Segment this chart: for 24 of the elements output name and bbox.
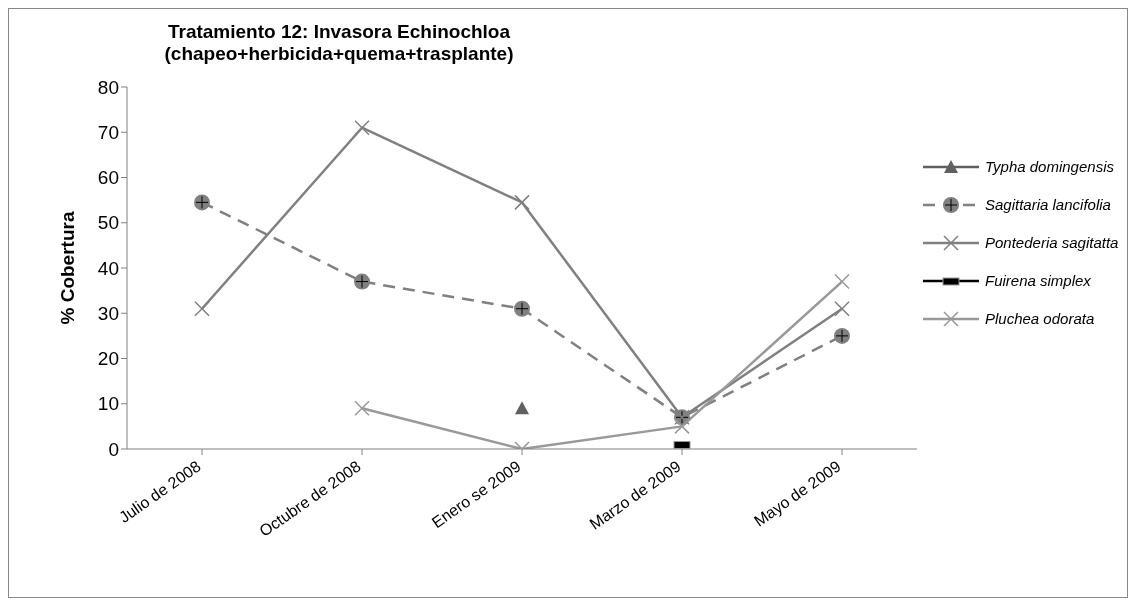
y-tick-label: 50 — [97, 212, 119, 234]
point — [834, 300, 850, 317]
point — [354, 119, 370, 136]
y-tick-label: 0 — [108, 438, 119, 460]
legend-label: Typha domingensis — [985, 158, 1114, 175]
y-tick-label: 10 — [97, 393, 119, 415]
legend-label: Sagittaria lancifolia — [985, 196, 1111, 213]
y-tick-label: 30 — [97, 302, 119, 324]
point — [514, 194, 530, 211]
y-tick-label: 70 — [97, 121, 119, 143]
legend-label: Fuirena simplex — [985, 272, 1091, 289]
y-axis-title: % Cobertura — [56, 211, 78, 325]
y-tick-label: 60 — [97, 167, 119, 189]
point — [194, 300, 210, 317]
point — [354, 400, 370, 417]
point — [515, 401, 529, 415]
y-tick-label: 20 — [97, 348, 119, 370]
legend-label: Pontederia sagitatta — [985, 234, 1119, 251]
y-tick-label: 80 — [97, 76, 119, 98]
y-tick-label: 40 — [97, 257, 119, 279]
point — [834, 273, 850, 290]
legend-label: Pluchea odorata — [985, 310, 1095, 327]
chart-title: Tratamiento 12: Invasora Echinochloa (chapeo+herbicida+quema+trasplante) — [163, 21, 515, 65]
point — [674, 418, 690, 435]
